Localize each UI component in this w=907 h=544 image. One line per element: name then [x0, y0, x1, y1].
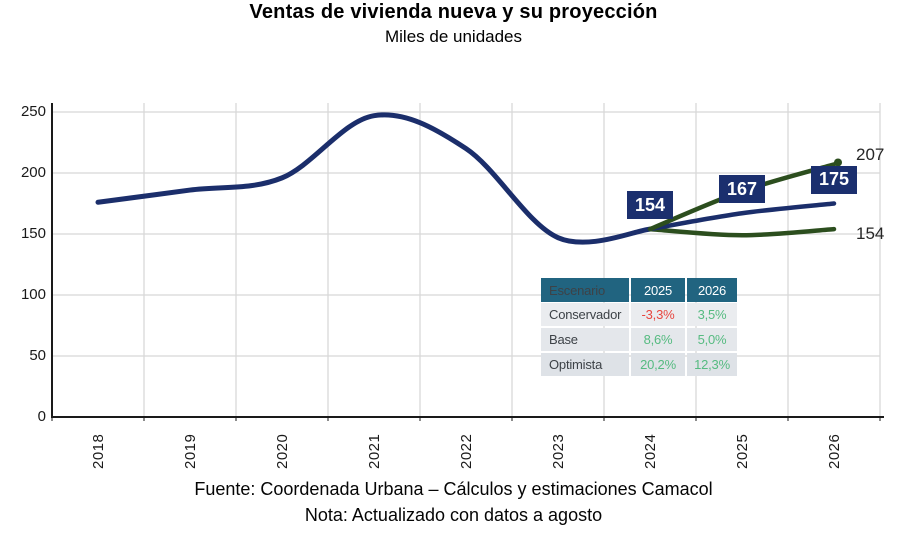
- data-label-box-154: 154: [627, 191, 673, 220]
- axes: [51, 103, 884, 421]
- table-header-2025: 2025: [631, 278, 685, 302]
- data-label-box-167: 167: [719, 175, 765, 204]
- table-row-conservador-label: Conservador: [541, 303, 629, 326]
- table-row-base-2026: 5,0%: [687, 328, 737, 351]
- table-row-base-label: Base: [541, 328, 629, 351]
- x-tick-2024: 2024: [642, 433, 659, 469]
- gridlines: [52, 103, 881, 417]
- table-row-optimista-label: Optimista: [541, 353, 629, 376]
- y-tick-200: 200: [20, 164, 46, 181]
- table-header-2026: 2026: [687, 278, 737, 302]
- x-tick-2020: 2020: [274, 433, 291, 469]
- end-label-conservador: 154: [856, 224, 885, 244]
- end-label-optimista: 207: [856, 145, 885, 165]
- table-header-escenario: Escenario: [541, 278, 629, 302]
- line-ventas-hist-ricas: [95, 112, 653, 245]
- table-row-optimista-2025: 20,2%: [631, 353, 685, 376]
- x-tick-2019: 2019: [182, 433, 199, 469]
- x-tick-2025: 2025: [734, 433, 751, 469]
- x-tick-2026: 2026: [826, 433, 843, 469]
- y-tick-0: 0: [37, 408, 46, 425]
- y-tick-150: 150: [20, 225, 46, 242]
- y-tick-50: 50: [29, 347, 46, 364]
- line-proyecci-n-base: [647, 201, 837, 232]
- scenario-table: Escenario 2025 2026 Conservador -3,3% 3,…: [541, 278, 737, 376]
- chart-subtitle: Miles de unidades: [384, 27, 523, 46]
- chart-title: Ventas de vivienda nueva y su proyección: [249, 1, 658, 23]
- line-end-dot: [834, 158, 842, 167]
- y-tick-100: 100: [20, 286, 46, 303]
- y-tick-250: 250: [20, 103, 46, 120]
- x-tick-2018: 2018: [90, 433, 107, 469]
- table-row-optimista-2026: 12,3%: [687, 353, 737, 376]
- x-tick-2023: 2023: [550, 433, 567, 469]
- x-tick-2022: 2022: [458, 433, 475, 469]
- x-tick-2021: 2021: [366, 433, 383, 469]
- data-label-box-175: 175: [811, 165, 857, 194]
- line-proyecci-n-conservador: [647, 226, 837, 238]
- source-note: Fuente: Coordenada Urbana – Cálculos y e…: [194, 479, 713, 499]
- table-row-conservador-2025: -3,3%: [631, 303, 685, 326]
- table-row-conservador-2026: 3,5%: [687, 303, 737, 326]
- update-note: Nota: Actualizado con datos a agosto: [304, 505, 603, 525]
- table-row-base-2025: 8,6%: [631, 328, 685, 351]
